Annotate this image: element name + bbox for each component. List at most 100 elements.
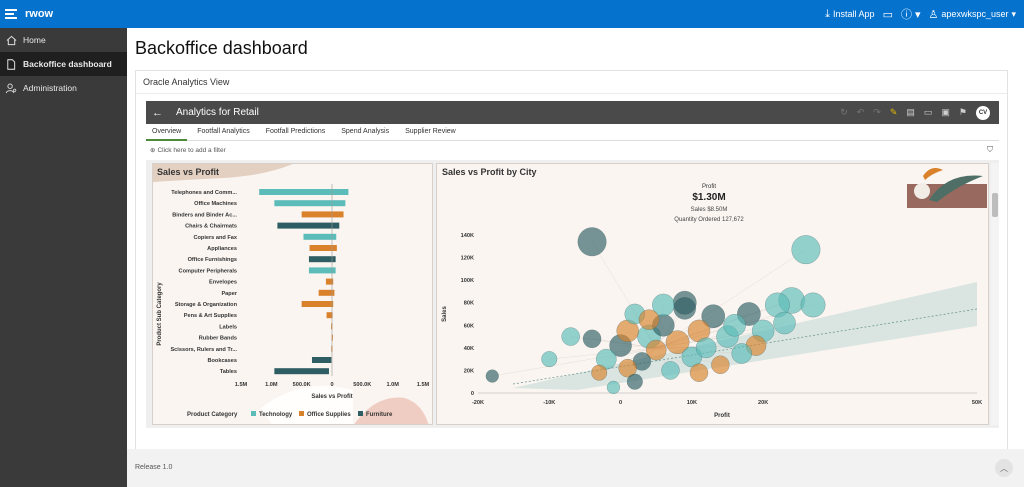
sales-vs-profit-by-city-panel: Sales vs Profit by City Profit $1.30M Sa…	[436, 163, 989, 425]
summary-sales-value: $8.50M	[707, 207, 727, 213]
install-app-button[interactable]: ⤓ Install App	[825, 8, 874, 21]
city-bubble[interactable]	[606, 380, 621, 394]
city-bubble[interactable]	[723, 314, 746, 337]
y-tick-label: 40K	[464, 346, 474, 352]
city-bubble[interactable]	[582, 329, 602, 349]
category-label: Pens & Art Supplies	[184, 313, 237, 319]
bar[interactable]	[301, 211, 344, 218]
city-bubble[interactable]	[591, 364, 608, 381]
city-bubble[interactable]	[485, 369, 499, 383]
bar[interactable]	[301, 301, 334, 307]
scroll-to-top-button[interactable]: ︿	[995, 459, 1013, 477]
menu-toggle-icon[interactable]	[5, 9, 19, 19]
tab-supplier-review[interactable]: Supplier Review	[405, 128, 456, 135]
city-bubble[interactable]	[645, 339, 667, 361]
city-bubble[interactable]	[731, 343, 753, 364]
summary-sales: Sales $8.50M	[691, 207, 728, 213]
canvas-scrollbar[interactable]	[991, 163, 999, 425]
top-app-bar: rwow ⤓ Install App ▭ ⓘ ▾ ♙ apexwkspc_use…	[0, 0, 1024, 28]
bar[interactable]	[318, 289, 335, 296]
legend-swatch-furniture	[358, 411, 363, 416]
city-bubble[interactable]	[618, 358, 637, 378]
bar[interactable]	[274, 368, 329, 375]
summary-value: $1.30M	[692, 192, 725, 203]
city-bubble[interactable]	[561, 327, 580, 346]
y-tick-label: 0	[471, 391, 474, 397]
tab-overview[interactable]: Overview	[146, 124, 188, 141]
category-label: Scissors, Rulers and Tr...	[170, 347, 237, 353]
app-name[interactable]: rwow	[25, 8, 54, 20]
back-arrow-icon[interactable]: ←	[152, 106, 163, 119]
undo-icon[interactable]: ↶	[856, 107, 865, 117]
city-bubble[interactable]	[638, 309, 660, 330]
bar[interactable]	[325, 278, 334, 285]
bookmark-icon[interactable]: ⚑	[958, 107, 967, 117]
city-bubble[interactable]	[652, 293, 675, 317]
x-tick-label: 500.0K	[293, 382, 311, 388]
user-menu[interactable]: ♙ apexwkspc_user ▾	[929, 8, 1016, 21]
city-bubble[interactable]	[665, 330, 690, 355]
scatter-chart-ylabel: Sales	[442, 306, 448, 322]
bar[interactable]	[259, 189, 349, 195]
y-tick-label: 20K	[464, 368, 474, 374]
bar[interactable]	[311, 357, 332, 363]
tab-spend-analysis[interactable]: Spend Analysis	[341, 128, 390, 135]
legend-swatch-technology	[251, 411, 256, 416]
summary-sales-label: Sales	[691, 207, 706, 213]
redo-icon[interactable]: ↷	[873, 107, 881, 117]
category-label: Binders and Binder Ac...	[172, 212, 237, 218]
city-bubble[interactable]	[791, 235, 821, 265]
scrollbar-thumb[interactable]	[992, 193, 998, 217]
bar[interactable]	[331, 323, 333, 330]
category-label: Bookcases	[207, 358, 237, 364]
y-tick-label: 120K	[461, 256, 474, 262]
avatar[interactable]: CV	[976, 105, 990, 120]
sidebar-item-administration[interactable]: Administration	[0, 76, 127, 100]
x-tick-label: -20K	[472, 400, 484, 406]
city-bubble[interactable]	[695, 337, 717, 359]
workbook-title: Analytics for Retail	[176, 107, 259, 118]
add-filter-button[interactable]: ⊕ Click here to add a filter	[150, 146, 226, 155]
sidebar-item-backoffice-dashboard[interactable]: Backoffice dashboard	[0, 52, 127, 76]
x-tick-label: 1.0M	[386, 382, 399, 388]
chevron-up-icon: ︿	[1000, 463, 1008, 473]
bar[interactable]	[309, 245, 337, 251]
legend-entry-furniture: Furniture	[366, 412, 393, 418]
category-label: Copiers and Fax	[193, 235, 237, 241]
category-label: Storage & Organization	[175, 302, 238, 308]
divider	[136, 93, 1007, 94]
tab-footfall-predictions[interactable]: Footfall Predictions	[265, 128, 326, 135]
present-icon[interactable]: ▣	[941, 107, 950, 117]
city-bubble[interactable]	[773, 311, 796, 335]
help-icon[interactable]: ⓘ ▾	[900, 9, 921, 21]
bar-chart-legend: Product Category Technology Office Suppl…	[187, 411, 393, 418]
category-label: Rubber Bands	[199, 336, 237, 342]
bar[interactable]	[308, 267, 336, 274]
bar[interactable]	[303, 233, 337, 240]
data-icon[interactable]: ▤	[906, 107, 915, 117]
bar[interactable]	[274, 200, 346, 207]
sales-vs-profit-panel: Sales vs Profit Product Sub Category Sal…	[152, 163, 433, 425]
tab-footfall-analytics[interactable]: Footfall Analytics	[197, 128, 250, 135]
city-bubble[interactable]	[711, 355, 730, 375]
city-bubble[interactable]	[541, 351, 558, 368]
city-bubble[interactable]	[800, 292, 826, 318]
edit-icon[interactable]: ✎	[889, 107, 898, 117]
refresh-icon[interactable]: ↻	[840, 107, 848, 117]
city-bubble[interactable]	[626, 373, 643, 390]
x-tick-label: 1.5M	[235, 382, 248, 388]
city-bubble[interactable]	[689, 363, 709, 382]
city-bubble[interactable]	[673, 297, 697, 320]
sidebar-item-home[interactable]: Home	[0, 28, 127, 52]
city-bubble[interactable]	[701, 304, 726, 329]
comment-icon[interactable]: ▭	[923, 107, 933, 117]
city-bubble[interactable]	[661, 361, 680, 380]
filter-icon[interactable]: ⛉	[987, 145, 993, 154]
bar[interactable]	[326, 312, 333, 319]
summary-qty-label: Quantity Ordered	[674, 217, 720, 223]
chat-icon[interactable]: ▭	[882, 8, 893, 21]
bar[interactable]	[277, 222, 340, 229]
bar[interactable]	[308, 256, 336, 263]
x-tick-label: 20K	[758, 400, 768, 406]
city-bubble[interactable]	[577, 227, 607, 257]
